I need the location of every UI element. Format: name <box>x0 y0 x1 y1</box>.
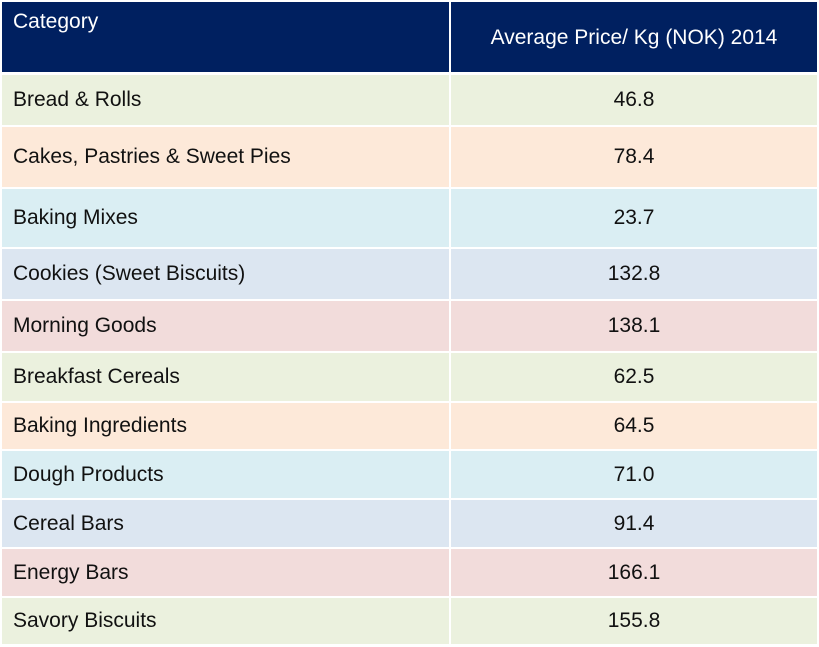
category-cell: Energy Bars <box>2 549 451 596</box>
table-row: Cookies (Sweet Biscuits) 132.8 <box>2 249 817 301</box>
price-cell: 132.8 <box>607 262 661 285</box>
header-average-price: Average Price/ Kg (NOK) 2014 <box>490 26 778 49</box>
price-cell: 71.0 <box>613 462 655 486</box>
table-row: Energy Bars 166.1 <box>2 549 817 598</box>
table-row: Cereal Bars 91.4 <box>2 500 817 549</box>
category-cell: Breakfast Cereals <box>2 353 451 401</box>
table-body: Bread & Rolls 46.8 Cakes, Pastries & Sweet… <box>2 75 817 646</box>
table-row: Morning Goods 138.1 <box>2 301 817 353</box>
category-cell: Baking Ingredients <box>2 403 451 449</box>
price-cell: 138.1 <box>607 314 661 337</box>
table-row: Breakfast Cereals 62.5 <box>2 353 817 403</box>
category-cell: Cakes, Pastries & Sweet Pies <box>2 127 451 187</box>
header-category: Category <box>2 2 451 72</box>
price-cell: 23.7 <box>613 206 655 229</box>
category-cell: Baking Mixes <box>2 189 451 247</box>
table-header-row: Category Average Price/ Kg (NOK) 2014 <box>2 2 817 75</box>
price-cell: 62.5 <box>613 365 655 388</box>
category-cell: Cookies (Sweet Biscuits) <box>2 249 451 299</box>
category-cell: Bread & Rolls <box>2 75 451 125</box>
category-cell: Savory Biscuits <box>2 598 451 644</box>
category-cell: Morning Goods <box>2 301 451 351</box>
table-row: Baking Mixes 23.7 <box>2 189 817 249</box>
price-cell: 78.4 <box>613 145 655 168</box>
price-cell: 166.1 <box>607 560 661 584</box>
table-row: Savory Biscuits 155.8 <box>2 598 817 646</box>
price-cell: 155.8 <box>607 609 661 632</box>
price-cell: 64.5 <box>613 414 655 437</box>
price-cell: 91.4 <box>613 511 655 535</box>
table-row: Dough Products 71.0 <box>2 451 817 500</box>
category-cell: Dough Products <box>2 451 451 498</box>
category-cell: Cereal Bars <box>2 500 451 547</box>
table-row: Cakes, Pastries & Sweet Pies 78.4 <box>2 127 817 189</box>
price-cell: 46.8 <box>613 88 655 111</box>
table-row: Baking Ingredients 64.5 <box>2 403 817 451</box>
table-row: Bread & Rolls 46.8 <box>2 75 817 127</box>
